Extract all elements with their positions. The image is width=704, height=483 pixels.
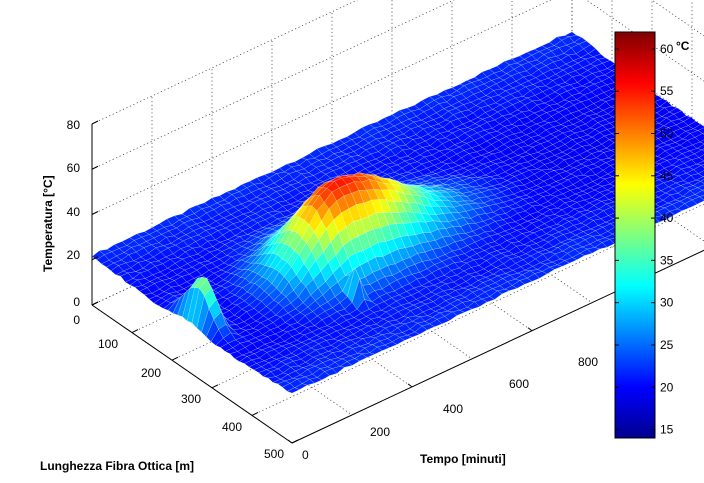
x-axis-label: Tempo [minuti] bbox=[420, 452, 506, 466]
y-tick-label: 100 bbox=[98, 337, 118, 351]
colorbar-gradient bbox=[614, 31, 656, 439]
axis-line bbox=[527, 327, 533, 332]
colorbar-unit: °C bbox=[676, 39, 690, 53]
axis-line bbox=[91, 256, 99, 261]
axis-line bbox=[407, 383, 413, 388]
y-axis-ticks: 0 100 200 300 400 500 bbox=[73, 313, 284, 461]
axis-line bbox=[211, 384, 219, 389]
z-axis-ticks: 0 20 40 60 80 bbox=[67, 118, 81, 309]
colorbar-tick-label: 45 bbox=[660, 169, 674, 183]
axis-line bbox=[91, 165, 99, 170]
surface-cell bbox=[286, 387, 300, 394]
z-tick-label: 80 bbox=[67, 118, 81, 132]
colorbar-tick-label: 25 bbox=[660, 338, 674, 352]
colorbar-tick-label: 55 bbox=[660, 84, 674, 98]
temperature-surface bbox=[91, 31, 704, 394]
x-tick-label: 400 bbox=[443, 402, 463, 416]
colorbar-tick-label: 35 bbox=[660, 253, 674, 267]
grid-line bbox=[511, 108, 704, 242]
x-tick-label: 800 bbox=[578, 355, 598, 369]
axis-line bbox=[91, 304, 293, 444]
colorbar-ticks: 60 55 50 45 40 35 30 25 20 15 bbox=[615, 42, 674, 437]
colorbar-tick-label: 60 bbox=[660, 42, 674, 56]
axis-line bbox=[251, 411, 259, 416]
grid-line bbox=[271, 220, 473, 360]
y-tick-label: 400 bbox=[222, 420, 242, 434]
axis-line bbox=[91, 211, 99, 215]
colorbar-tick-label: 15 bbox=[660, 423, 674, 437]
z-axis-label: Temperatura [°C] bbox=[41, 175, 55, 272]
axis-line bbox=[91, 301, 99, 306]
axis-line bbox=[291, 439, 299, 444]
grid-line bbox=[91, 0, 552, 215]
z-tick-label: 60 bbox=[67, 161, 81, 175]
y-tick-label: 500 bbox=[264, 447, 284, 461]
z-tick-label: 20 bbox=[67, 248, 81, 262]
y-axis-label: Lunghezza Fibra Ottica [m] bbox=[40, 459, 194, 473]
y-tick-label: 0 bbox=[73, 313, 80, 327]
grid-line bbox=[91, 0, 358, 125]
z-tick-label: 0 bbox=[73, 295, 80, 309]
y-tick-label: 200 bbox=[141, 366, 161, 380]
grid-line bbox=[391, 164, 593, 303]
x-tick-label: 200 bbox=[370, 425, 390, 439]
axis-line bbox=[131, 329, 139, 334]
grid-line bbox=[331, 192, 533, 332]
surface-cell bbox=[701, 148, 704, 152]
colorbar-tick-label: 20 bbox=[660, 380, 674, 394]
grid-line bbox=[151, 276, 353, 416]
grid-line bbox=[211, 248, 413, 388]
y-tick-label: 300 bbox=[181, 392, 201, 406]
axis-line bbox=[171, 356, 179, 361]
axes bbox=[91, 120, 704, 444]
x-tick-label: 600 bbox=[509, 377, 529, 391]
axis-line bbox=[91, 120, 99, 125]
colorbar-tick-label: 40 bbox=[660, 211, 674, 225]
x-tick-label: 0 bbox=[302, 448, 309, 462]
axis-line bbox=[287, 439, 293, 444]
colorbar-tick-label: 50 bbox=[660, 127, 674, 141]
colorbar-tick-label: 30 bbox=[660, 296, 674, 310]
z-tick-label: 40 bbox=[67, 205, 81, 219]
colorbar: 60 55 50 45 40 35 30 25 20 15 °C bbox=[614, 31, 690, 439]
grid-line bbox=[91, 0, 455, 170]
x-axis-ticks: 0 200 400 600 800 bbox=[302, 355, 598, 462]
